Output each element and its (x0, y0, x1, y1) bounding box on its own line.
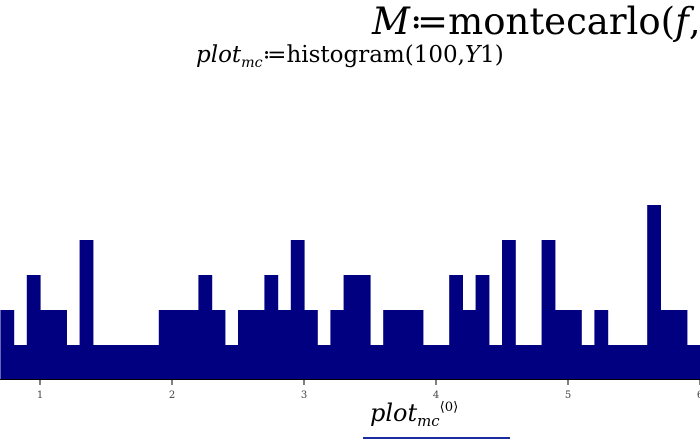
histogram-bar (158, 310, 173, 380)
histogram-bar (488, 345, 503, 380)
histogram-bar (26, 275, 41, 380)
histogram-bar (396, 310, 411, 380)
histogram-bar (224, 345, 239, 380)
histogram-bar (79, 240, 94, 380)
x-tick-label: 6 (697, 390, 700, 401)
histogram-bar (436, 345, 450, 380)
histogram-bar (40, 310, 54, 380)
ylabel-superscript-column: ⟨0⟩ (439, 400, 459, 416)
histogram-bar (581, 345, 595, 380)
histogram-bar (620, 345, 635, 380)
histogram-bar (343, 275, 358, 380)
histogram-bar (528, 345, 543, 380)
histogram-bar (185, 310, 199, 380)
x-tick-label: 1 (37, 390, 43, 401)
histogram-bar (198, 275, 213, 380)
histogram-bar (462, 310, 477, 380)
open-paren: ( (660, 0, 676, 43)
histogram-bar (238, 310, 252, 380)
histogram-bar (554, 310, 569, 380)
histogram-bar (686, 345, 700, 380)
histogram-bar (660, 310, 675, 380)
histogram-bar (119, 345, 133, 380)
histogram-bar (132, 345, 147, 380)
function-name-histogram: histogram (286, 42, 405, 68)
histogram-bar (515, 345, 529, 380)
histogram-bar (53, 310, 67, 380)
open-paren: ( (404, 42, 414, 68)
histogram-bar (541, 240, 556, 380)
histogram-bar (304, 310, 318, 380)
histogram-bar (634, 345, 648, 380)
histogram-bar (383, 310, 397, 380)
histogram-bar (251, 310, 265, 380)
bars-group (0, 205, 700, 380)
histogram-bar (106, 345, 120, 380)
histogram-bar (66, 345, 81, 380)
histogram-bar (370, 345, 384, 380)
histogram-bar (13, 345, 28, 380)
ylabel-subscript-mc: mc (417, 412, 440, 431)
variable-subscript-mc: mc (241, 54, 263, 71)
x-ticks-group: 1 2 3 4 5 6 (37, 380, 700, 401)
histogram-bar (502, 240, 516, 380)
histogram-bar (409, 310, 424, 380)
argument-f: f (675, 0, 689, 43)
histogram-bar (172, 310, 186, 380)
histogram-bar (317, 345, 331, 380)
x-tick-label: 2 (169, 390, 175, 401)
histogram-bar (277, 310, 292, 380)
histogram-bar (422, 345, 437, 380)
argument-y-index: 1 (480, 42, 495, 68)
plot-y-label[interactable]: plotmc⟨0⟩ (370, 398, 458, 433)
histogram-bar (290, 240, 305, 380)
assign-operator: ≔ (262, 42, 287, 68)
histogram-bar (594, 310, 609, 380)
x-tick-label: 4 (433, 390, 439, 401)
comma: , (688, 0, 700, 43)
variable-m: M (372, 0, 410, 43)
histogram-bar (0, 310, 15, 380)
x-tick-label: 5 (565, 390, 571, 401)
assign-operator: ≔ (409, 0, 449, 43)
histogram-bar (607, 345, 622, 380)
histogram-bar (449, 275, 463, 380)
histogram-bar (647, 205, 661, 380)
comma: , (457, 42, 465, 68)
histogram-bar (211, 310, 226, 380)
histogram-bar (568, 310, 582, 380)
histogram-bar (92, 345, 107, 380)
function-name-montecarlo: montecarlo (448, 0, 661, 43)
histogram-bar (673, 310, 688, 380)
histogram-bar (264, 275, 279, 380)
variable-plot: plot (196, 42, 242, 68)
x-tick-label: 3 (301, 390, 307, 401)
histogram-bar (330, 310, 345, 380)
argument-bins: 100 (413, 42, 458, 68)
histogram-bar (145, 345, 160, 380)
argument-y: Y (464, 42, 481, 68)
histogram-bar (356, 275, 371, 380)
ylabel-underline (363, 437, 510, 439)
close-paren: ) (494, 42, 504, 68)
ylabel-plot: plot (370, 399, 418, 427)
histogram-bar (475, 275, 490, 380)
histogram-equation[interactable]: plotmc≔histogram(100,Y1) (196, 40, 504, 73)
montecarlo-equation[interactable]: M≔montecarlo(f,n (372, 0, 700, 44)
